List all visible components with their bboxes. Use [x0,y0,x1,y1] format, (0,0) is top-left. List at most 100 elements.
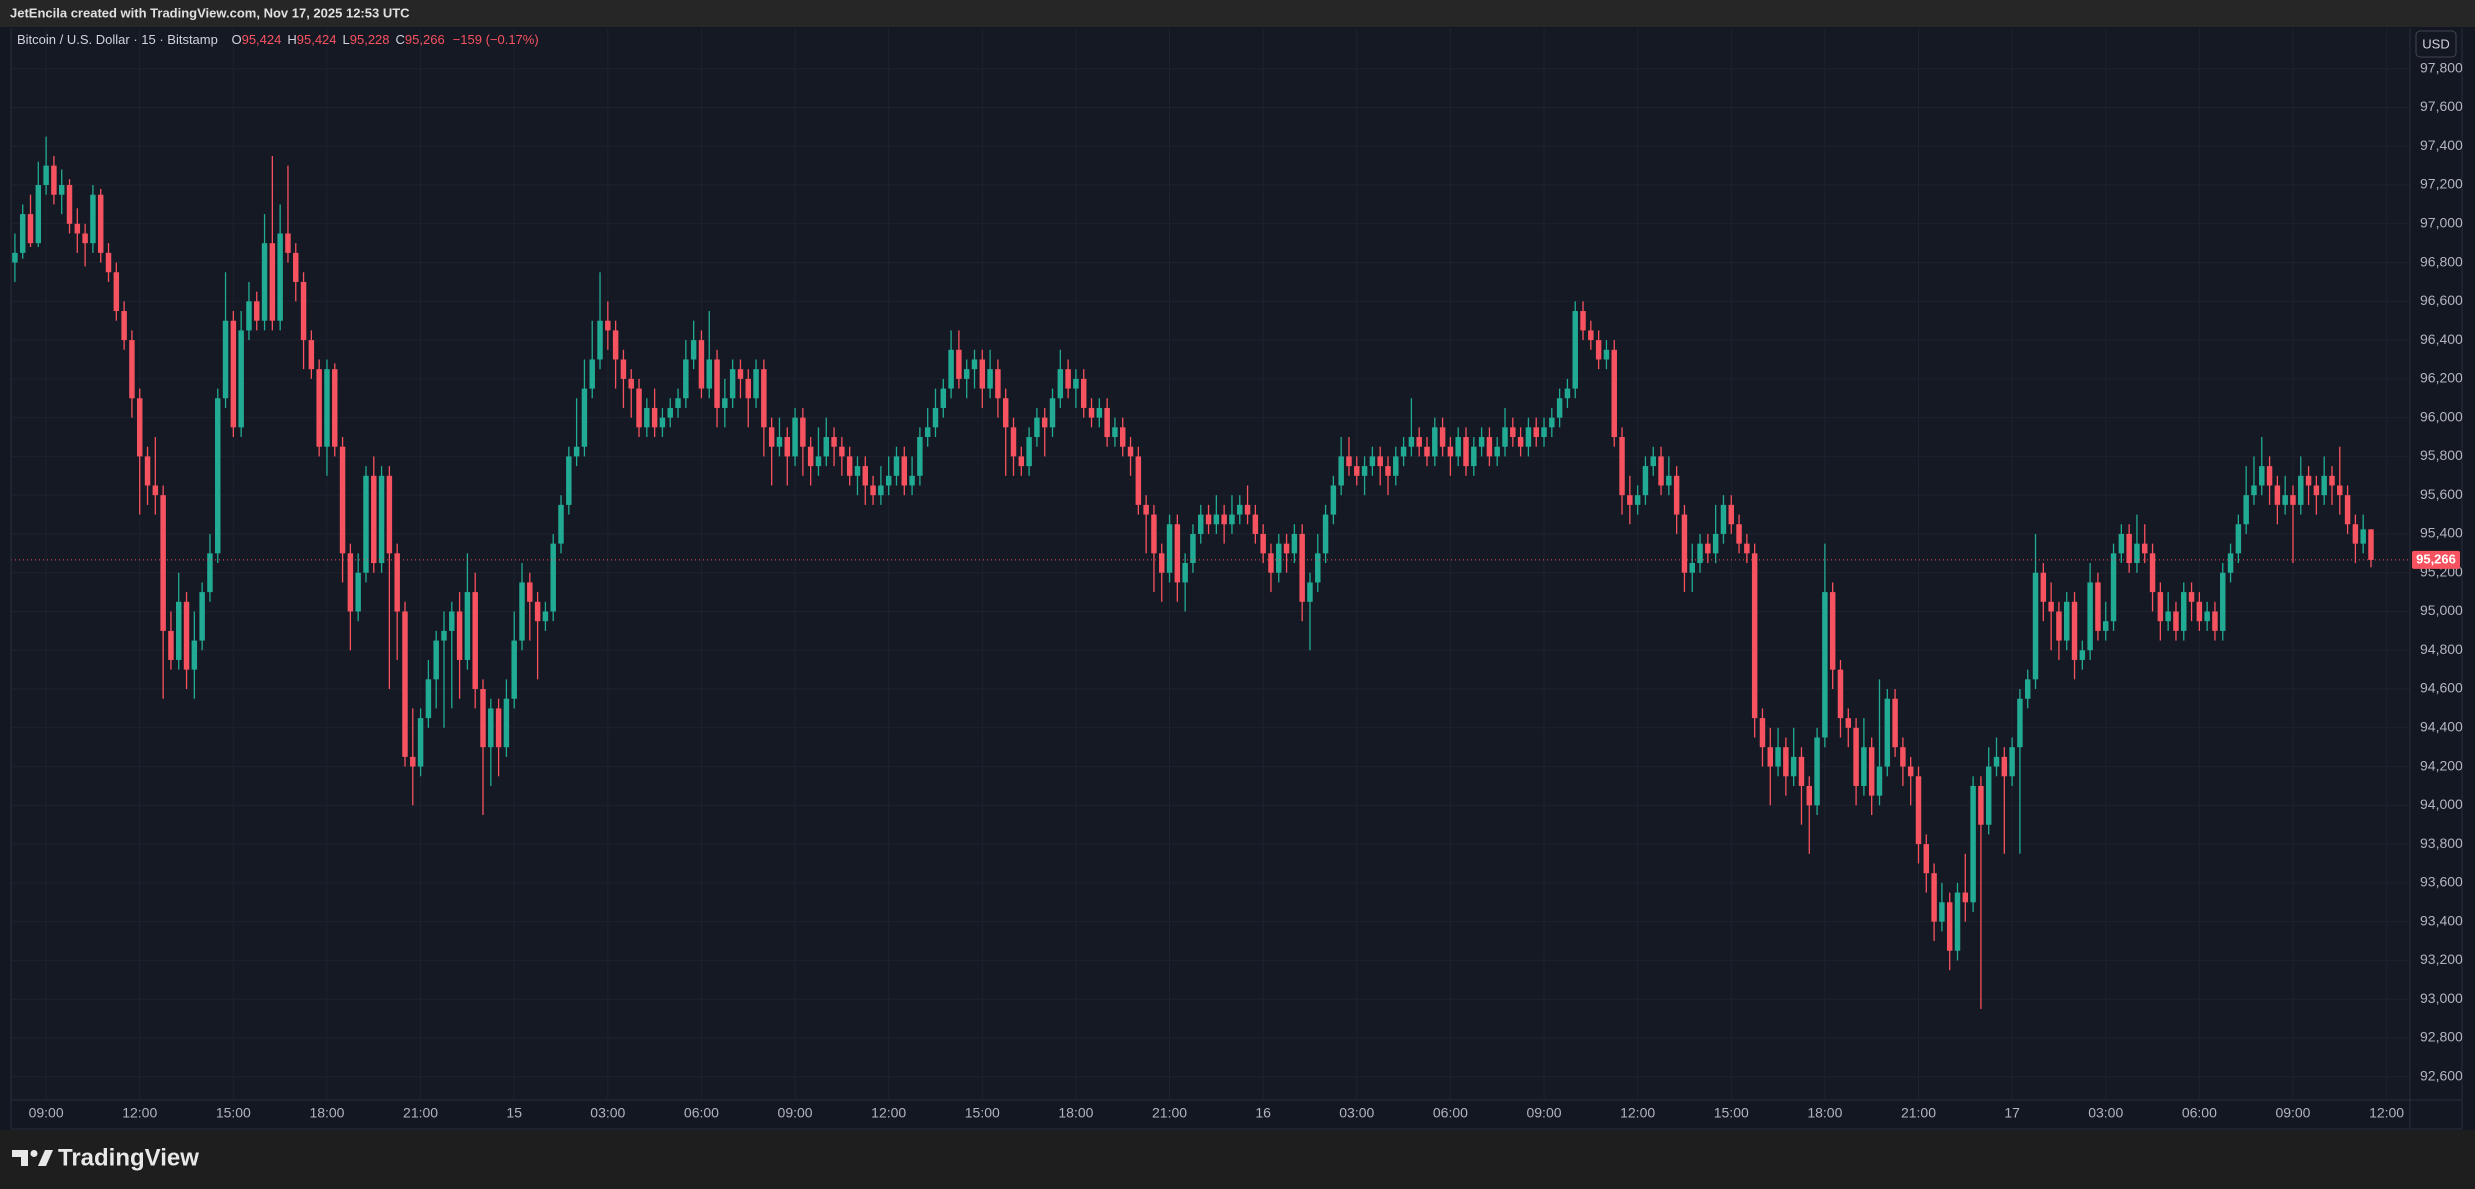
candle-body [1829,592,1836,670]
candle-body [1361,466,1368,476]
candle-body [846,456,853,476]
candle-body [1978,785,1984,825]
candle-body [1510,427,1516,438]
candle-body [293,252,299,282]
candle-body [1595,340,1602,360]
candle-body [2313,485,2320,496]
candle-body [1330,485,1337,515]
candle-body [441,630,447,641]
candle-body [1634,495,1641,505]
x-tick-label: 09:00 [1526,1105,1561,1121]
candle-body [1907,766,1914,777]
candle-body [776,437,783,447]
candle-body [1229,514,1235,525]
candle-body [2259,466,2265,486]
candle-body [1790,756,1797,777]
candle-body [605,320,611,331]
candle-body [144,456,151,486]
candle-body [2095,582,2101,631]
candle-body [792,417,798,457]
candle-body [261,243,268,321]
x-tick-label: 12:00 [122,1105,157,1121]
candle-body [1486,437,1493,457]
candle-body [1853,727,1859,786]
candle-body [43,165,49,186]
candle-body [1307,582,1313,602]
currency-label[interactable]: USD [2422,36,2449,51]
candle-body [1666,475,1672,486]
candle-body [1712,533,1719,554]
symbol-title: Bitcoin / U.S. Dollar · 15 · Bitstamp [17,32,218,47]
candle-body [1603,349,1610,360]
candle-body [332,369,338,447]
legend-value: 95,424 [242,32,282,47]
x-tick-label: 18:00 [1058,1105,1093,1121]
last-price-label: 95,266 [2416,551,2456,566]
y-tick-label: 93,800 [2420,835,2463,851]
candle-body [230,320,237,428]
candle-body [893,456,900,476]
candle-body [1276,543,1282,573]
candle-body [371,475,377,564]
candle-body [1299,533,1305,602]
currency-button[interactable] [2415,30,2457,58]
candle-body [2243,495,2249,525]
candle-body [1962,892,1969,903]
y-tick-label: 94,000 [2420,796,2463,812]
candle-body [737,369,744,379]
y-tick-label: 97,400 [2420,137,2463,153]
candle-body [2352,524,2359,544]
candle-body [651,407,658,428]
candle-body [1088,407,1095,418]
candle-body [1057,369,1064,399]
candle-body [1525,427,1532,447]
x-tick-label: 16 [1255,1105,1271,1121]
candle-body [1198,514,1204,534]
candle-body [1221,514,1227,525]
candle-body [1845,718,1852,728]
candle-body [402,611,408,757]
candle-body [1471,446,1477,467]
y-tick-label: 96,000 [2420,408,2463,424]
candle-body [1447,446,1454,457]
x-tick-label: 09:00 [2275,1105,2310,1121]
candle-body [1931,873,1937,922]
candle-body [1018,456,1025,467]
candle-body [105,252,112,273]
x-tick-label: 06:00 [684,1105,719,1121]
candle-body [1346,456,1352,467]
candle-body [2274,485,2281,505]
candle-body [1291,533,1298,554]
candle-body [800,417,806,447]
candle-body [1705,543,1711,554]
candle-body [519,582,525,641]
x-tick-label: 21:00 [1152,1105,1187,1121]
candle-body [784,437,790,457]
candle-body [878,485,884,496]
candle-body [1814,737,1820,806]
candle-body [2009,747,2015,777]
candle-body [971,359,978,370]
candle-body [394,553,400,612]
candle-body [1096,407,1103,418]
candle-body [1517,437,1524,447]
candle-body [2079,650,2086,660]
candle-body [2126,533,2132,564]
candle-body [1143,504,1149,515]
candle-body [511,640,517,699]
candle-body [1478,437,1485,447]
candle-body [1572,311,1578,389]
candle-body [1923,844,1930,874]
y-tick-label: 95,800 [2420,447,2463,463]
x-tick-label: 18:00 [309,1105,344,1121]
candle-body [1026,437,1032,467]
candle-body [90,194,96,244]
candle-body [2227,553,2234,573]
candle-body [628,378,634,389]
y-tick-label: 94,400 [2420,719,2463,735]
candle-body [722,398,728,408]
candle-body [433,640,439,680]
candle-body [1533,427,1539,438]
candle-body [1775,747,1781,767]
